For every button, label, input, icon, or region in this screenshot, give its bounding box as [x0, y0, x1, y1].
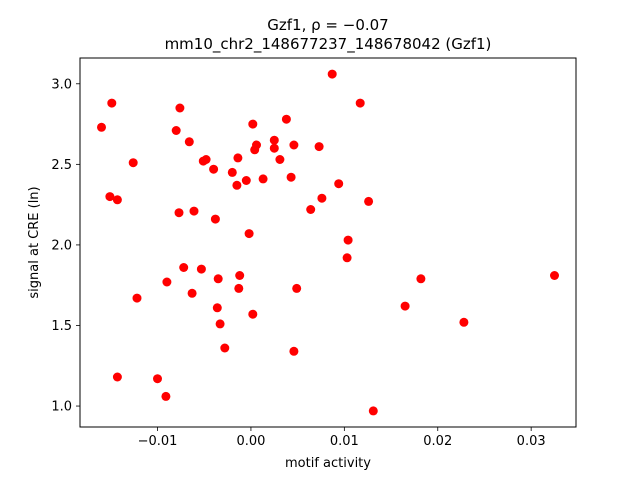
data-point [364, 196, 374, 206]
data-point [289, 140, 299, 150]
data-point [327, 69, 337, 79]
data-point [220, 343, 230, 353]
data-point [368, 406, 378, 416]
x-axis-label: motif activity [285, 456, 371, 471]
y-tick-label: 2.0 [51, 238, 72, 253]
data-point [550, 271, 559, 280]
chart-title-line1: Gzf1, ρ = −0.07 [267, 16, 388, 34]
data-point [201, 155, 211, 164]
data-point [184, 137, 194, 147]
data-point [317, 193, 327, 203]
data-point [107, 98, 117, 108]
data-point [235, 271, 245, 280]
data-point [355, 98, 365, 108]
y-tick-label: 2.5 [51, 158, 72, 173]
data-point [269, 143, 279, 153]
data-point [161, 391, 171, 401]
plot-area-frame [79, 57, 577, 428]
y-tick-label: 1.0 [51, 400, 72, 415]
data-point [289, 346, 299, 356]
x-axis-ticks: −0.01 0.00 0.01 0.02 0.03 [138, 427, 546, 449]
data-point [334, 179, 344, 189]
data-points [97, 69, 559, 416]
y-axis-label: signal at CRE (ln) [27, 186, 42, 298]
data-point [252, 140, 261, 150]
data-point [97, 122, 106, 132]
data-point [227, 167, 237, 177]
data-point [213, 274, 223, 284]
data-point [162, 277, 172, 287]
data-point [343, 235, 353, 245]
data-point [105, 192, 115, 202]
data-point [248, 309, 258, 319]
data-point [179, 263, 189, 272]
y-axis-ticks: 1.0 1.5 2.0 2.5 3.0 [51, 77, 80, 415]
data-point [233, 153, 243, 163]
data-point [234, 283, 244, 293]
data-point [209, 164, 219, 174]
x-tick-label: 0.00 [236, 434, 265, 449]
data-point [258, 174, 268, 184]
data-point [210, 214, 220, 224]
x-tick-label: −0.01 [138, 434, 178, 449]
data-point [314, 142, 324, 152]
data-point [153, 374, 162, 384]
data-point [342, 253, 352, 263]
data-point [196, 264, 206, 274]
data-point [292, 283, 302, 293]
x-tick-label: 0.03 [517, 434, 546, 449]
data-point [187, 288, 197, 298]
data-point [400, 301, 410, 311]
data-point [275, 155, 285, 164]
chart-title-line2: mm10_chr2_148677237_148678042 (Gzf1) [165, 35, 492, 54]
data-point [212, 303, 222, 313]
data-point [132, 293, 142, 303]
data-point [112, 372, 122, 382]
data-point [215, 319, 225, 329]
data-point [269, 135, 279, 145]
x-tick-label: 0.01 [330, 434, 359, 449]
data-point [306, 205, 316, 214]
data-point [286, 172, 296, 182]
data-point [281, 114, 291, 124]
data-point [241, 176, 251, 185]
data-point [112, 195, 122, 205]
data-point [232, 180, 242, 190]
data-point [248, 119, 258, 129]
data-point [174, 208, 184, 218]
data-point [128, 158, 138, 168]
data-point [244, 229, 254, 239]
data-point [175, 103, 185, 113]
data-point [189, 206, 199, 216]
data-point [171, 126, 181, 135]
data-point [416, 274, 426, 284]
data-point [459, 317, 469, 327]
y-tick-label: 3.0 [51, 77, 72, 92]
y-tick-label: 1.5 [51, 319, 72, 334]
x-tick-label: 0.02 [423, 434, 452, 449]
